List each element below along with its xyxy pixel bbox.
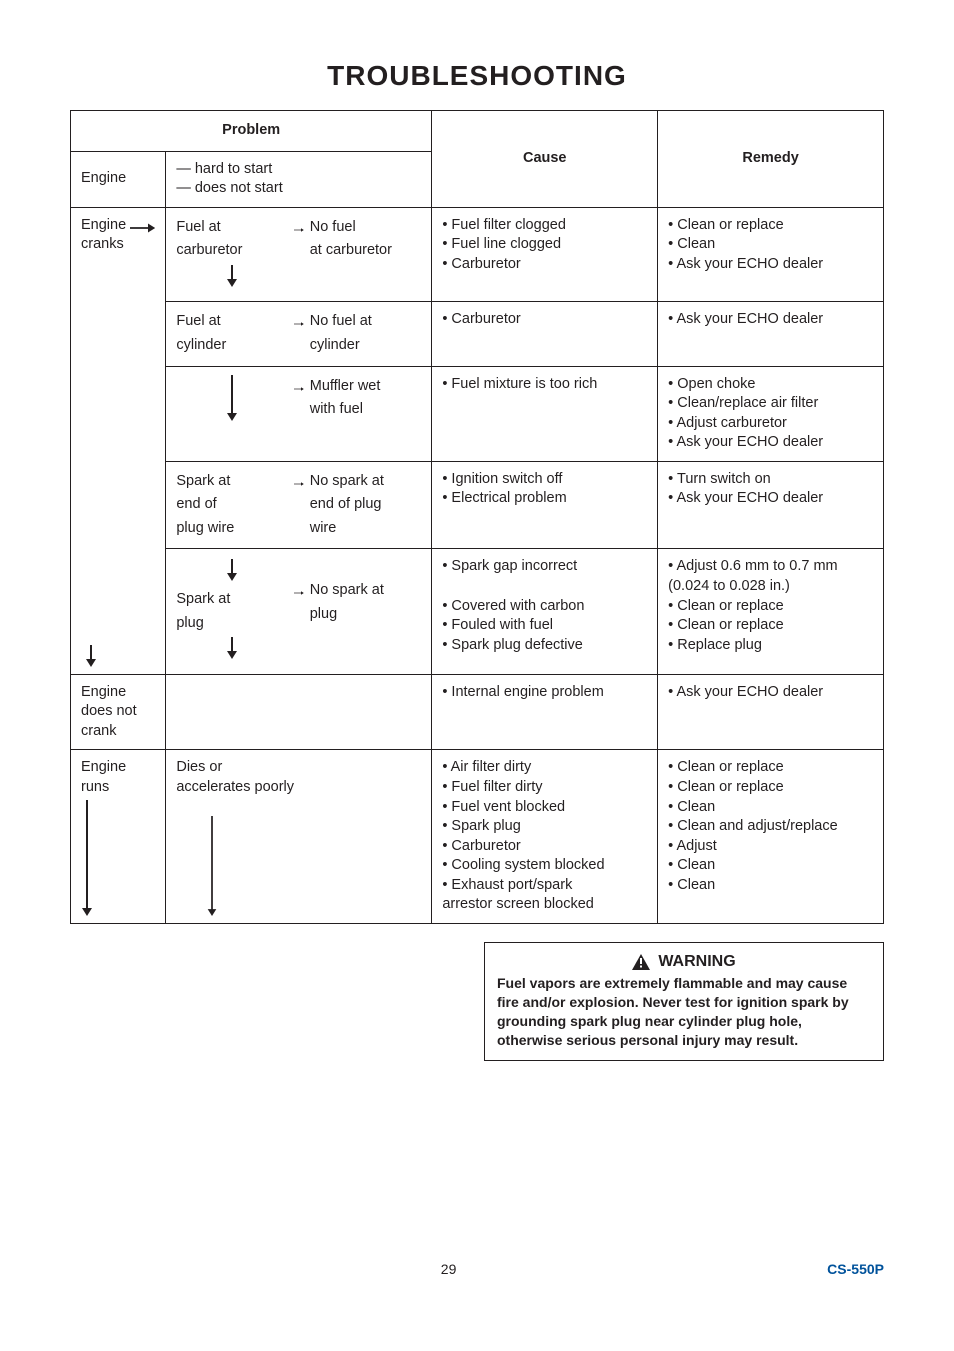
arrow-right-icon: [294, 318, 304, 330]
spark-wire-2: end of: [176, 493, 288, 517]
header-problem: Problem: [71, 111, 432, 152]
remedy-1: • Clean or replace • Clean • Ask your EC…: [658, 207, 884, 302]
engine-cranks-1: Engine: [81, 217, 126, 233]
arrow-right-icon: [130, 222, 155, 234]
arrow-down-icon: [226, 559, 238, 581]
cause-6: • Internal engine problem: [432, 674, 658, 750]
problem-a-2-empty: [71, 302, 166, 366]
arrow-down-icon: [206, 816, 218, 916]
arrow-right-icon: [294, 383, 304, 395]
cause-1: • Fuel filter clogged • Fuel line clogge…: [432, 207, 658, 302]
engine-no-crank-1: Engine: [81, 684, 126, 700]
spark-plug-1: Spark at: [176, 588, 288, 612]
fuel-at-carb-2: carburetor: [176, 239, 288, 263]
dies-1: Dies or: [176, 759, 222, 775]
problem-b-3: Muffler wet with fuel: [166, 366, 432, 461]
header-remedy: Remedy: [658, 111, 884, 208]
warning-box: WARNING Fuel vapors are extremely flamma…: [484, 942, 884, 1061]
problem-b-2: Fuel at cylinder No fuel at cylinder: [166, 302, 432, 366]
model-number: CS-550P: [827, 1261, 884, 1277]
problem-b-1: Fuel at carburetor No fuel at carburetor: [166, 207, 432, 302]
remedy-6: • Ask your ECHO dealer: [658, 674, 884, 750]
arrow-down-icon: [81, 800, 93, 916]
arrow-down-icon: [226, 637, 238, 659]
spark-plug-2: plug: [176, 612, 288, 636]
warning-head-text: WARNING: [658, 951, 735, 973]
dies-2: accelerates poorly: [176, 779, 294, 795]
engine-runs-2: runs: [81, 779, 109, 795]
spark-wire-1: Spark at: [176, 470, 288, 494]
troubleshooting-table: Problem Cause Remedy Engine — hard to st…: [70, 110, 884, 924]
cause-4: • Ignition switch off • Electrical probl…: [432, 461, 658, 549]
engine-cranks-2: cranks: [81, 236, 124, 252]
engine-no-crank-3: crank: [81, 723, 116, 739]
remedy-7: • Clean or replace • Clean or replace • …: [658, 750, 884, 924]
remedy-3: • Open choke • Clean/replace air filter …: [658, 366, 884, 461]
arrow-down-icon: [226, 375, 238, 421]
cause-2: • Carburetor: [432, 302, 658, 366]
no-fuel-cyl-2: cylinder: [310, 334, 422, 358]
arrow-right-icon: [294, 478, 304, 490]
page-footer: 29 CS-550P: [70, 1261, 884, 1277]
problem-b-6-empty: [166, 674, 432, 750]
no-spark-wire-3: wire: [310, 517, 422, 541]
arrow-right-icon: [294, 224, 304, 236]
no-fuel-carb-1: No fuel: [310, 216, 422, 240]
problem-a-1: Engine cranks: [71, 207, 166, 302]
header-engine-label: Engine: [71, 151, 166, 207]
header-engine-sub: — hard to start — does not start: [166, 151, 432, 207]
cause-3: • Fuel mixture is too rich: [432, 366, 658, 461]
fuel-at-cyl-2: cylinder: [176, 334, 288, 358]
problem-a-7: Engine runs: [71, 750, 166, 924]
no-fuel-cyl-1: No fuel at: [310, 310, 422, 334]
problem-a-5-arrow: [71, 549, 166, 674]
spark-wire-3: plug wire: [176, 517, 288, 541]
problem-a-6: Engine does not crank: [71, 674, 166, 750]
header-cause: Cause: [432, 111, 658, 208]
engine-no-crank-2: does not: [81, 703, 137, 719]
problem-a-4-empty: [71, 461, 166, 549]
fuel-at-cyl-1: Fuel at: [176, 310, 288, 334]
page-title: TROUBLESHOOTING: [70, 60, 884, 92]
engine-sub-1: — hard to start: [176, 161, 272, 177]
arrow-down-icon: [85, 645, 97, 667]
remedy-5: • Adjust 0.6 mm to 0.7 mm (0.024 to 0.02…: [658, 549, 884, 674]
no-spark-wire-2: end of plug: [310, 493, 422, 517]
warning-triangle-icon: [632, 954, 650, 970]
cause-7: • Air filter dirty • Fuel filter dirty •…: [432, 750, 658, 924]
page-number: 29: [441, 1261, 457, 1277]
problem-b-7: Dies or accelerates poorly: [166, 750, 432, 924]
muffler-wet-1: Muffler wet: [310, 375, 422, 399]
engine-sub-2: — does not start: [176, 180, 282, 196]
remedy-2: • Ask your ECHO dealer: [658, 302, 884, 366]
no-fuel-carb-2: at carburetor: [310, 239, 422, 263]
remedy-4: • Turn switch on • Ask your ECHO dealer: [658, 461, 884, 549]
problem-b-4: Spark at end of plug wire No spark at en…: [166, 461, 432, 549]
problem-b-5: Spark at plug No spark at plug: [166, 549, 432, 674]
cause-5: • Spark gap incorrect • Covered with car…: [432, 549, 658, 674]
no-spark-plug-1: No spark at: [310, 579, 422, 603]
arrow-right-icon: [294, 587, 304, 599]
problem-a-3-empty: [71, 366, 166, 461]
no-spark-wire-1: No spark at: [310, 470, 422, 494]
muffler-wet-2: with fuel: [310, 398, 422, 422]
warning-body: Fuel vapors are extremely flammable and …: [497, 974, 871, 1050]
engine-runs-1: Engine: [81, 759, 126, 775]
arrow-down-icon: [226, 265, 238, 287]
no-spark-plug-2: plug: [310, 603, 422, 627]
fuel-at-carb-1: Fuel at: [176, 216, 288, 240]
